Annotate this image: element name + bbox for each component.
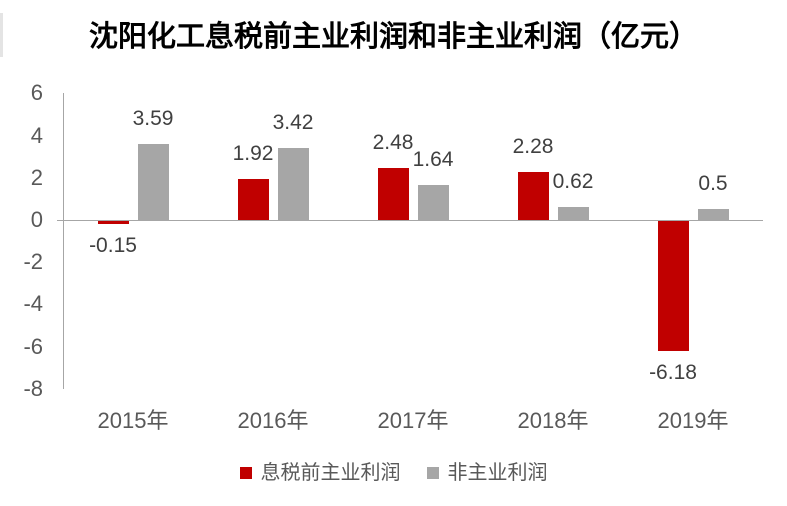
bar-non-main-profit-3: [557, 206, 589, 220]
bar-value-label: 1.64: [412, 148, 454, 172]
legend-item-non-main-profit: 非主业利润: [426, 461, 548, 485]
bar-value-label: 3.42: [272, 110, 314, 134]
y-tick-label: 4: [30, 122, 43, 148]
bar-main-profit-3: [517, 171, 549, 220]
bar-main-profit-0: [97, 221, 129, 225]
bar-value-label: 0.62: [552, 169, 594, 193]
bar-value-label: 3.59: [132, 107, 174, 131]
y-tick-label: 0: [30, 207, 43, 232]
legend: 息税前主业利润 非主业利润: [0, 461, 787, 485]
y-tick-label: 6: [30, 80, 43, 106]
x-category-label: 2017年: [377, 408, 449, 433]
legend-swatch-main-profit: [239, 467, 252, 479]
legend-label: 息税前主业利润: [260, 462, 401, 484]
x-category-label: 2019年: [657, 408, 729, 433]
legend-item-main-profit: 息税前主业利润: [239, 461, 401, 485]
chart-title: 沈阳化工息税前主业利润和非主业利润（亿元）: [88, 21, 698, 53]
y-axis-line: [63, 93, 64, 389]
bar-value-label: 1.92: [232, 142, 274, 166]
y-tick-label: -2: [23, 249, 43, 275]
bar-non-main-profit-0: [137, 144, 169, 220]
bar-main-profit-1: [237, 179, 269, 220]
y-tick-label: 2: [30, 164, 43, 190]
bar-non-main-profit-1: [277, 147, 309, 220]
y-tick-label: -6: [23, 333, 43, 359]
bar-non-main-profit-4: [697, 209, 729, 220]
bar-main-profit-4: [657, 221, 689, 352]
x-category-label: 2018年: [517, 408, 589, 433]
bar-value-label: 2.48: [372, 130, 414, 154]
legend-swatch-non-main-profit: [426, 467, 439, 479]
bar-main-profit-2: [377, 167, 409, 220]
plot-area: 6 4 2 0 -2 -4 -6 -8 -0.15 3.59 1.92 3.42 2.48 1.64 2.2…: [23, 80, 763, 401]
y-tick-label: -4: [23, 291, 43, 317]
bar-non-main-profit-2: [417, 185, 449, 220]
bar-value-label: 0.5: [698, 172, 728, 196]
legend-label: 非主业利润: [447, 462, 548, 484]
x-axis-zero-line: [57, 220, 763, 221]
bar-value-label: -6.18: [649, 361, 697, 385]
x-category-label: 2016年: [237, 408, 309, 433]
bar-value-label: -0.15: [89, 234, 137, 258]
bar-value-label: 2.28: [512, 134, 554, 158]
x-category-label: 2015年: [97, 408, 169, 433]
y-tick-label: -8: [23, 375, 43, 401]
screen-edge-artifact: [0, 13, 3, 57]
